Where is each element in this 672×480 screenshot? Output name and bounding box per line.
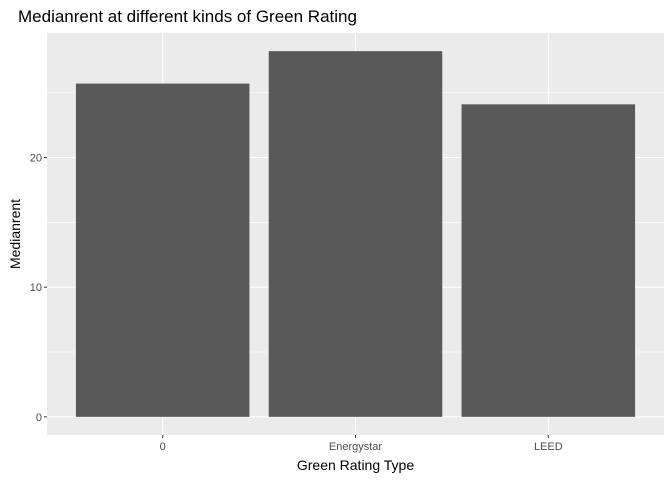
x-tick-label: LEED [534, 441, 563, 453]
x-tick-label: 0 [160, 441, 166, 453]
x-axis-title: Green Rating Type [297, 457, 414, 473]
x-tick-label: Energystar [329, 441, 383, 453]
bar-2 [461, 104, 636, 417]
chart-title: Medianrent at different kinds of Green R… [18, 7, 357, 26]
bar-0 [75, 83, 250, 417]
x-axis: 0 Energystar LEED [160, 435, 563, 453]
y-axis: 0 10 20 [30, 152, 47, 424]
bar-1 [268, 51, 443, 417]
y-tick-label: 20 [30, 152, 42, 164]
y-axis-title: Medianrent [7, 199, 23, 269]
bars [75, 51, 636, 417]
y-tick-label: 0 [36, 412, 42, 424]
y-tick-label: 10 [30, 282, 42, 294]
